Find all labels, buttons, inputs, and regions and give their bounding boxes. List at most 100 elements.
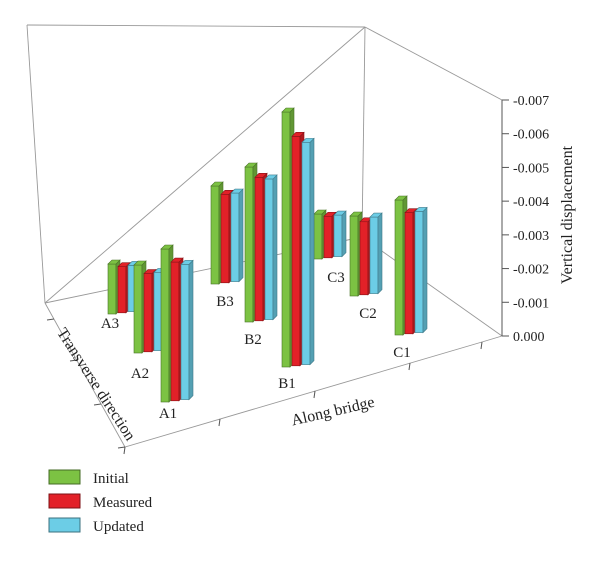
bar-top: [180, 260, 194, 265]
bar-front: [117, 266, 127, 314]
bar-side: [238, 188, 244, 283]
bar-top: [244, 162, 258, 168]
y-axis-label: Transverse direction: [53, 325, 138, 444]
legend: Initial Measured Updated: [48, 469, 153, 535]
frame-edge: [364, 26, 503, 101]
bar-c1-updated: [414, 206, 428, 334]
x-axis-tick: [480, 341, 483, 350]
y-axis-tick: [93, 403, 102, 406]
bars: [107, 107, 428, 403]
bar-group-c3: [313, 209, 347, 260]
bar-c2-updated: [369, 212, 383, 295]
frame-edge: [26, 24, 366, 28]
bar-front: [281, 111, 291, 368]
bar-front: [143, 273, 153, 353]
bar-front: [404, 212, 414, 335]
group-label-a1: A1: [159, 406, 177, 422]
bar-top: [220, 189, 234, 195]
legend-swatch-initial: [48, 469, 81, 485]
bar-top: [349, 211, 363, 217]
group-labels: C3 B3 A3 C2 B2 A2 C1 B1 A1: [101, 270, 411, 422]
z-tick-label: -0.005: [513, 161, 549, 176]
z-tick-label: -0.001: [513, 296, 549, 311]
frame-edge: [124, 341, 483, 448]
bar-front: [414, 211, 424, 333]
bar-top: [143, 269, 157, 274]
legend-label-measured: Measured: [93, 495, 153, 511]
z-tick-label: -0.006: [513, 128, 549, 143]
bar-front: [301, 142, 311, 365]
bar-top: [170, 257, 184, 263]
bar-top: [323, 211, 337, 217]
bar-top: [394, 195, 408, 201]
bar-front: [333, 214, 343, 257]
x-axis-tick: [123, 446, 126, 455]
bar-group-b2: [244, 162, 278, 323]
bar-front: [359, 221, 369, 296]
z-axis-label: Vertical displacement: [559, 145, 576, 284]
z-tick-label: -0.004: [513, 195, 549, 210]
group-label-c2: C2: [359, 306, 377, 322]
bar-front: [264, 178, 274, 320]
bar-group-c2: [349, 211, 383, 297]
frame-edge: [44, 302, 126, 448]
bar-side: [377, 212, 383, 295]
z-axis-ticks: -0.007 -0.006 -0.005 -0.004 -0.003 -0.002 -0.0…: [502, 94, 549, 345]
bar-top: [210, 181, 224, 187]
bar-top: [291, 132, 305, 137]
y-axis-tick: [117, 446, 126, 449]
bar-top: [107, 259, 121, 265]
frame-edge: [481, 335, 503, 343]
x-axis-tick: [218, 418, 221, 427]
x-axis-label: Along bridge: [290, 394, 377, 430]
bar-front: [180, 264, 190, 400]
bar-front: [170, 261, 180, 402]
bar-group-c1: [394, 195, 428, 336]
bar-front: [220, 193, 230, 284]
bar-top: [369, 212, 383, 218]
frame-edge: [361, 26, 366, 238]
legend-swatch-measured: [48, 493, 81, 509]
bar-b3-updated: [230, 188, 244, 283]
bar-b1-updated: [301, 137, 315, 366]
legend-label-updated: Updated: [93, 519, 144, 535]
bar-front: [230, 192, 240, 282]
bar-top: [281, 107, 295, 113]
x-axis-tick: [313, 390, 316, 399]
z-tick-label: -0.003: [513, 229, 549, 244]
group-label-a3: A3: [101, 316, 119, 332]
bar-front: [394, 199, 404, 336]
bar-front: [107, 263, 117, 315]
bar-c3-updated: [333, 210, 347, 258]
bar-b2-updated: [264, 174, 278, 321]
frame-edge: [361, 236, 503, 337]
group-label-a2: A2: [131, 366, 149, 382]
group-label-b1: B1: [278, 376, 296, 392]
frame-edge: [44, 26, 366, 304]
frame-edge: [26, 24, 46, 304]
bar-front: [133, 264, 143, 354]
legend-label-initial: Initial: [93, 471, 129, 487]
group-label-c1: C1: [393, 345, 411, 361]
bar-top: [160, 244, 174, 250]
group-label-c3: C3: [327, 270, 345, 286]
bar-top: [414, 207, 428, 212]
bar-a1-updated: [180, 259, 194, 401]
group-label-b2: B2: [244, 332, 262, 348]
bar-top: [117, 262, 131, 267]
bar-group-b3: [210, 181, 244, 285]
legend-swatch-updated: [48, 517, 81, 533]
bar-top: [254, 172, 268, 178]
bar-front: [323, 215, 333, 259]
bar-top: [264, 174, 278, 180]
bar-side: [188, 259, 194, 401]
bar-top: [313, 209, 327, 215]
bar-side: [422, 206, 428, 334]
bar-front: [244, 166, 254, 323]
bar-group-b1: [281, 107, 315, 368]
group-label-b3: B3: [216, 294, 234, 310]
y-axis-tick: [46, 318, 55, 321]
z-tick-label: -0.007: [513, 94, 549, 109]
bar-side: [309, 137, 315, 366]
